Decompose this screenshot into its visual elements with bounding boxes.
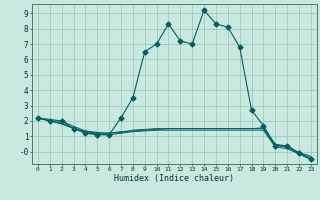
X-axis label: Humidex (Indice chaleur): Humidex (Indice chaleur) [115, 174, 234, 183]
